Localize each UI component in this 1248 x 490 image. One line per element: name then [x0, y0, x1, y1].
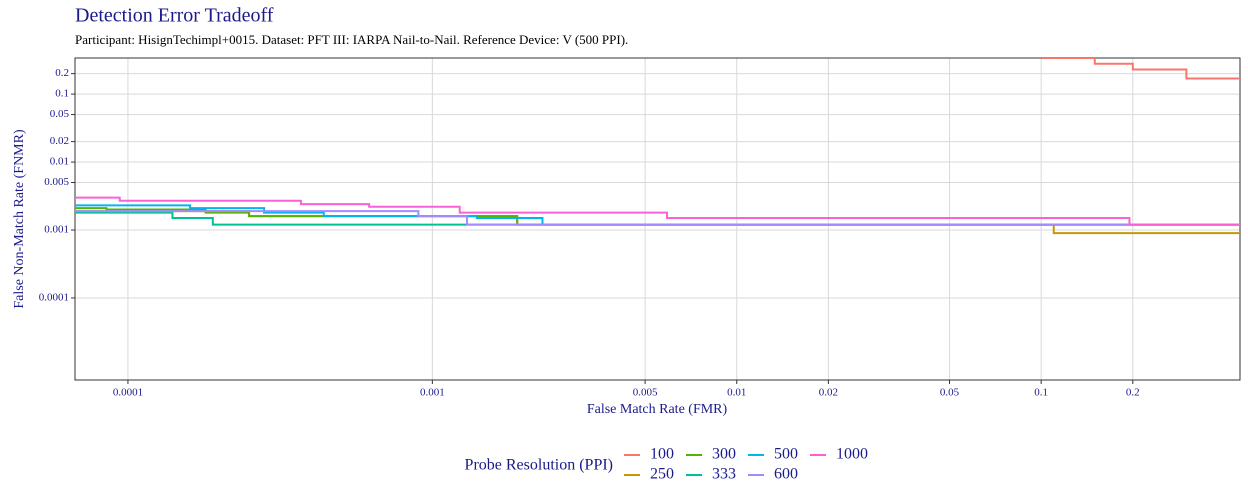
- x-tick-label: 0.01: [727, 387, 746, 399]
- chart-title: Detection Error Tradeoff: [75, 5, 274, 27]
- chart-subtitle: Participant: HisignTechimpl+0015. Datase…: [75, 32, 628, 47]
- legend-label: 100: [650, 446, 674, 463]
- y-tick-label: 0.0001: [39, 291, 69, 303]
- y-tick-label: 0.001: [44, 224, 69, 236]
- legend-label: 1000: [836, 446, 868, 463]
- x-tick-label: 0.02: [819, 387, 838, 399]
- step-line: [75, 207, 1240, 226]
- legend-label: 300: [712, 446, 736, 463]
- step-line: [75, 196, 1240, 226]
- y-tick-label: 0.005: [44, 176, 69, 188]
- x-tick-label: 0.005: [633, 387, 658, 399]
- legend-label: 333: [712, 466, 736, 483]
- legend-label: 600: [774, 466, 798, 483]
- y-axis-label: False Non-Match Rate (FNMR): [12, 129, 27, 309]
- legend-label: 500: [774, 446, 798, 463]
- plot-border: [74, 57, 1241, 381]
- x-tick-label: 0.2: [1126, 387, 1140, 399]
- y-tick-label: 0.2: [55, 67, 69, 79]
- step-line: [75, 210, 1240, 226]
- x-tick-label: 0.1: [1034, 387, 1048, 399]
- y-tick-label: 0.1: [55, 88, 69, 100]
- step-line: [75, 204, 1240, 226]
- x-axis-label: False Match Rate (FMR): [587, 402, 728, 417]
- x-tick-label: 0.0001: [113, 387, 143, 399]
- x-tick-label: 0.001: [420, 387, 445, 399]
- y-tick-label: 0.05: [50, 108, 70, 120]
- legend-title: Probe Resolution (PPI): [465, 457, 613, 474]
- legend-label: 250: [650, 466, 674, 483]
- x-tick-label: 0.05: [940, 387, 960, 399]
- y-tick-label: 0.01: [50, 156, 69, 168]
- y-tick-label: 0.02: [50, 135, 69, 147]
- step-line: [1041, 58, 1240, 98]
- step-line: [75, 211, 1240, 226]
